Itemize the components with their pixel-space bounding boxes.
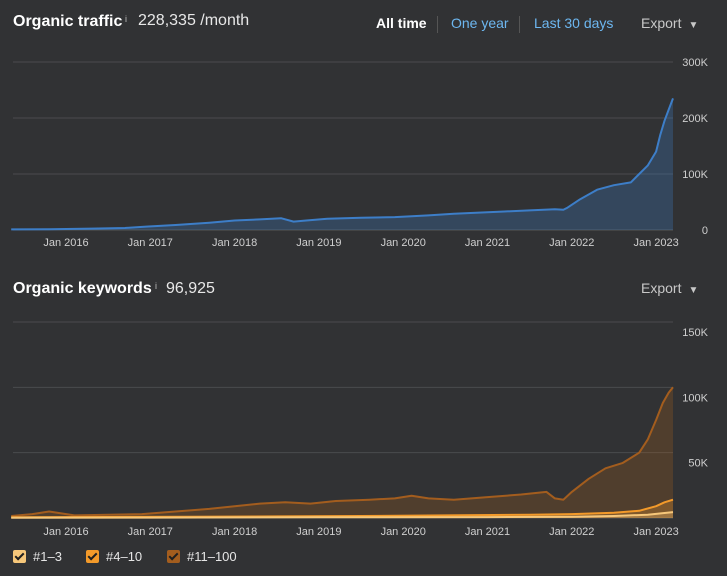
series-area xyxy=(11,512,673,518)
series-line xyxy=(11,98,674,231)
checkbox-checked-icon xyxy=(13,550,26,563)
x-tick-label: Jan 2018 xyxy=(212,237,257,248)
export-label: Export xyxy=(641,280,682,296)
x-tick-label: Jan 2020 xyxy=(381,526,426,538)
x-tick-label: Jan 2017 xyxy=(128,526,173,538)
x-tick-label: Jan 2022 xyxy=(549,237,594,248)
x-tick-label: Jan 2017 xyxy=(128,237,173,248)
tab-separator xyxy=(437,16,438,33)
legend-item-4-10[interactable]: #4–10 xyxy=(86,549,142,564)
y-tick-label: 100K xyxy=(682,169,708,181)
x-tick-label: Jan 2023 xyxy=(633,526,678,538)
traffic-title: Organic traffic xyxy=(13,13,123,30)
traffic-value: 228,335 /month xyxy=(138,12,250,29)
x-tick-label: Jan 2019 xyxy=(296,237,341,248)
traffic-export-button[interactable]: Export ▼ xyxy=(641,15,698,31)
legend-item-11-100[interactable]: #11–100 xyxy=(167,549,237,564)
legend-label: #11–100 xyxy=(187,549,237,564)
y-tick-label: 50K xyxy=(688,458,708,470)
tab-last-30-days[interactable]: Last 30 days xyxy=(534,15,614,31)
x-tick-label: Jan 2023 xyxy=(633,237,678,248)
checkbox-checked-icon xyxy=(86,550,99,563)
export-label: Export xyxy=(641,15,682,31)
y-tick-label: 100K xyxy=(682,392,708,404)
chevron-down-icon: ▼ xyxy=(688,285,699,296)
chevron-down-icon: ▼ xyxy=(688,20,699,31)
series-area xyxy=(11,98,673,231)
series-line xyxy=(11,511,674,519)
traffic-header: Organic traffic i 228,335 /month All tim… xyxy=(0,0,727,33)
keywords-title: Organic keywords xyxy=(13,280,152,297)
series-line xyxy=(11,386,674,517)
keywords-info-icon[interactable]: i xyxy=(155,281,157,291)
x-tick-label: Jan 2018 xyxy=(212,526,257,538)
x-tick-label: Jan 2016 xyxy=(43,526,88,538)
checkbox-checked-icon xyxy=(167,550,180,563)
x-tick-label: Jan 2016 xyxy=(43,237,88,248)
x-tick-label: Jan 2021 xyxy=(465,237,510,248)
series-area xyxy=(11,387,673,518)
y-tick-label: 300K xyxy=(682,57,708,69)
traffic-chart: 300K 200K 100K 0 Jan 2016 Jan 2017 Jan 2018 Ja… xyxy=(11,57,709,248)
tab-one-year[interactable]: One year xyxy=(451,15,509,31)
legend-item-1-3[interactable]: #1–3 xyxy=(13,549,62,564)
x-tick-label: Jan 2020 xyxy=(381,237,426,248)
keywords-export-button[interactable]: Export ▼ xyxy=(641,280,698,296)
legend-label: #1–3 xyxy=(33,549,62,564)
x-tick-label: Jan 2022 xyxy=(549,526,594,538)
keywords-value: 96,925 xyxy=(166,280,215,297)
y-tick-label: 200K xyxy=(682,113,708,125)
x-tick-label: Jan 2019 xyxy=(296,526,341,538)
keywords-header: Organic keywords i 96,925 Export ▼ xyxy=(0,270,727,300)
y-tick-label: 0 xyxy=(702,225,708,237)
legend-label: #4–10 xyxy=(106,549,143,564)
traffic-info-icon[interactable]: i xyxy=(125,14,127,24)
tab-separator xyxy=(519,16,520,33)
tab-all-time[interactable]: All time xyxy=(376,15,427,31)
keywords-chart: 150K 100K 50K Jan 2016 Jan 2017 Jan 2018 Jan … xyxy=(11,321,709,538)
y-tick-label: 150K xyxy=(682,327,708,339)
x-tick-label: Jan 2021 xyxy=(465,526,510,538)
